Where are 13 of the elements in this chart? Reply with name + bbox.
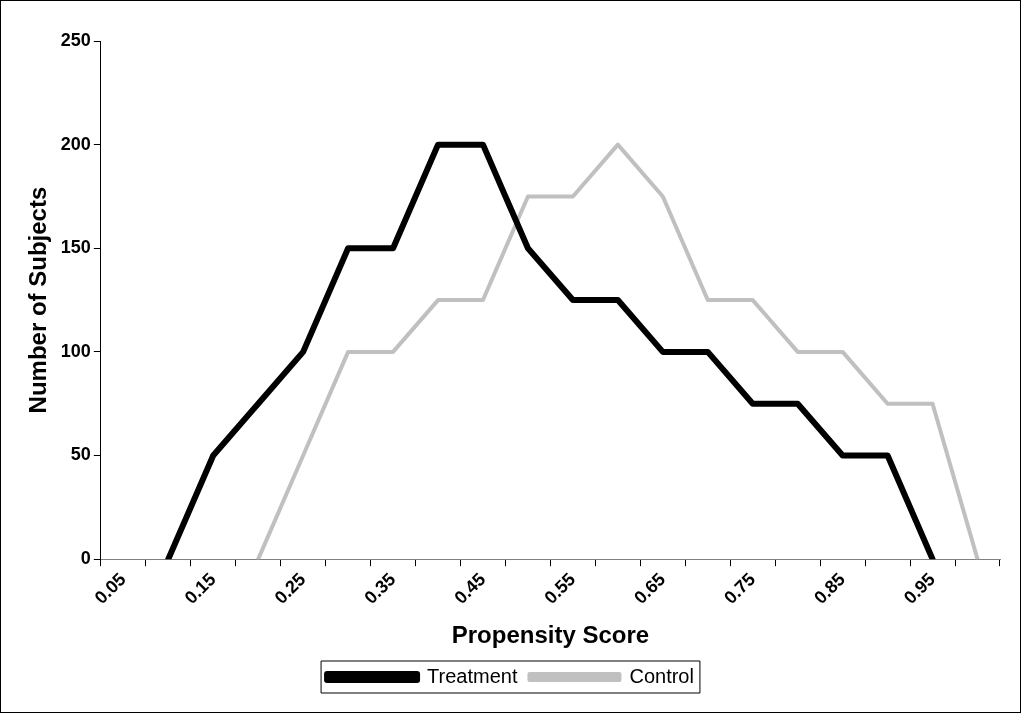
x-tick-label: 0.25 [270, 568, 310, 608]
y-tick-label: 50 [70, 444, 91, 465]
legend-label: Treatment [427, 664, 518, 687]
y-tick-label: 0 [80, 548, 91, 569]
y-tick-label: 150 [60, 237, 91, 258]
x-tick-label: 0.35 [360, 568, 400, 608]
y-axis-title: Number of Subjects [24, 186, 52, 414]
x-tick-label: 0.45 [450, 568, 490, 608]
x-axis-title: Propensity Score [451, 621, 650, 649]
legend-label: Control [629, 664, 694, 687]
y-tick-label: 200 [60, 133, 91, 154]
y-tick-label: 100 [60, 340, 91, 361]
y-tick-label: 250 [60, 29, 91, 50]
